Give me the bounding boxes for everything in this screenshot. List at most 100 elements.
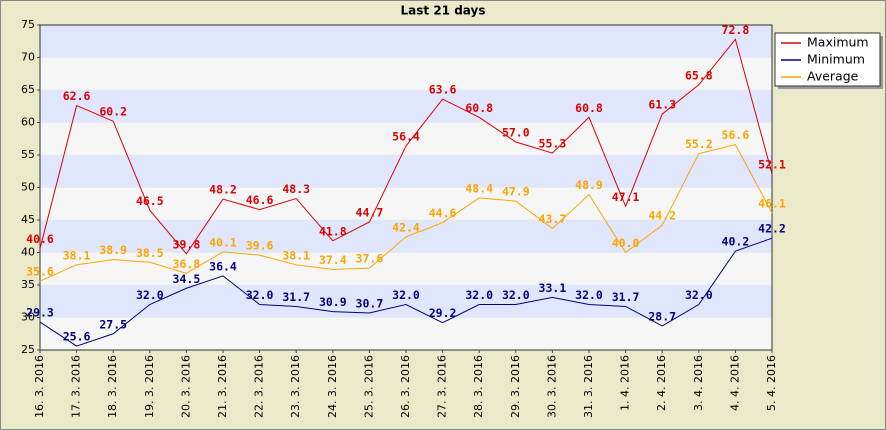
- value-label: 32.0: [575, 288, 603, 302]
- value-label: 48.2: [209, 183, 237, 197]
- value-label: 40.1: [209, 235, 237, 249]
- value-label: 46.5: [136, 194, 164, 208]
- x-tick-label: 24. 3. 2016: [326, 355, 339, 418]
- value-label: 36.4: [209, 259, 237, 273]
- value-label: 42.4: [392, 220, 420, 234]
- value-label: 46.1: [758, 196, 786, 210]
- value-label: 62.6: [63, 89, 91, 103]
- value-label: 40.6: [26, 232, 54, 246]
- value-label: 72.8: [722, 23, 750, 37]
- value-label: 30.7: [356, 296, 384, 310]
- legend-label: Maximum: [807, 35, 869, 50]
- value-label: 46.6: [246, 193, 274, 207]
- value-label: 31.7: [282, 290, 310, 304]
- y-tick-label: 55: [21, 148, 35, 161]
- y-tick-label: 70: [21, 51, 35, 64]
- value-label: 32.0: [465, 288, 493, 302]
- grid-band: [40, 90, 772, 123]
- x-tick-label: 17. 3. 2016: [70, 355, 83, 418]
- value-label: 40.0: [612, 236, 640, 250]
- value-label: 60.8: [465, 101, 493, 115]
- x-tick-label: 5. 4. 2016: [765, 355, 778, 411]
- legend-label: Minimum: [807, 52, 865, 67]
- value-label: 32.0: [136, 288, 164, 302]
- value-label: 55.2: [685, 137, 713, 151]
- series-line: [39, 38, 773, 255]
- value-label: 29.2: [429, 306, 457, 320]
- value-label: 48.4: [465, 181, 493, 195]
- value-label: 47.1: [612, 190, 640, 204]
- x-tick-label: 1. 4. 2016: [619, 355, 632, 411]
- value-label: 56.6: [722, 128, 750, 142]
- value-label: 44.6: [429, 206, 457, 220]
- x-tick-label: 20. 3. 2016: [179, 355, 192, 418]
- value-label: 38.1: [282, 248, 310, 262]
- value-label: 44.7: [356, 205, 384, 219]
- legend-label: Average: [807, 69, 859, 84]
- series-line: [39, 144, 773, 282]
- value-label: 63.6: [429, 83, 457, 97]
- value-label: 37.4: [319, 253, 347, 267]
- value-label: 31.7: [612, 290, 640, 304]
- x-tick-label: 22. 3. 2016: [253, 355, 266, 418]
- value-label: 32.0: [685, 288, 713, 302]
- x-tick-label: 28. 3. 2016: [472, 355, 485, 418]
- y-tick-label: 30: [21, 311, 35, 324]
- value-label: 28.7: [648, 309, 676, 323]
- y-tick-label: 60: [21, 116, 35, 129]
- value-label: 35.6: [26, 265, 54, 279]
- x-tick-label: 27. 3. 2016: [436, 355, 449, 418]
- value-label: 32.0: [392, 288, 420, 302]
- x-tick-label: 21. 3. 2016: [216, 355, 229, 418]
- value-label: 60.8: [575, 101, 603, 115]
- grid-band: [40, 285, 772, 318]
- value-label: 39.6: [246, 239, 274, 253]
- value-label: 61.3: [648, 98, 676, 112]
- x-tick-label: 4. 4. 2016: [728, 355, 741, 411]
- value-label: 25.6: [63, 330, 91, 344]
- value-label: 39.8: [173, 237, 201, 251]
- value-label: 57.0: [502, 126, 530, 140]
- y-tick-label: 35: [21, 278, 35, 291]
- value-label: 48.9: [575, 178, 603, 192]
- value-label: 32.0: [246, 288, 274, 302]
- y-tick-label: 40: [21, 246, 35, 259]
- value-label: 36.8: [173, 257, 201, 271]
- value-label: 34.5: [173, 272, 201, 286]
- value-label: 65.8: [685, 68, 713, 82]
- y-tick-label: 25: [21, 343, 35, 356]
- value-label: 33.1: [539, 281, 567, 295]
- value-label: 29.3: [26, 306, 54, 320]
- value-label: 41.8: [319, 224, 347, 238]
- value-label: 47.9: [502, 185, 530, 199]
- x-tick-label: 3. 4. 2016: [692, 355, 705, 411]
- value-label: 37.6: [356, 252, 384, 266]
- value-label: 27.5: [99, 317, 127, 331]
- value-label: 52.1: [758, 157, 786, 171]
- value-label: 44.2: [648, 209, 676, 223]
- x-tick-label: 29. 3. 2016: [509, 355, 522, 418]
- x-tick-label: 23. 3. 2016: [289, 355, 302, 418]
- value-label: 43.7: [539, 212, 567, 226]
- y-tick-label: 50: [21, 181, 35, 194]
- grid-band: [40, 25, 772, 58]
- x-tick-label: 31. 3. 2016: [582, 355, 595, 418]
- value-label: 38.1: [63, 248, 91, 262]
- value-label: 30.9: [319, 295, 347, 309]
- value-label: 48.3: [282, 182, 310, 196]
- x-tick-label: 16. 3. 2016: [33, 355, 46, 418]
- y-tick-label: 75: [21, 18, 35, 31]
- x-tick-label: 2. 4. 2016: [655, 355, 668, 411]
- value-label: 55.3: [539, 137, 567, 151]
- value-label: 60.2: [99, 105, 127, 119]
- x-tick-label: 25. 3. 2016: [362, 355, 375, 418]
- value-label: 40.2: [722, 235, 750, 249]
- series-line: [39, 237, 773, 347]
- value-label: 38.9: [99, 243, 127, 257]
- x-tick-label: 18. 3. 2016: [106, 355, 119, 418]
- value-label: 56.4: [392, 129, 420, 143]
- y-tick-label: 65: [21, 83, 35, 96]
- chart-title: Last 21 days: [401, 4, 486, 18]
- grid-band: [40, 155, 772, 188]
